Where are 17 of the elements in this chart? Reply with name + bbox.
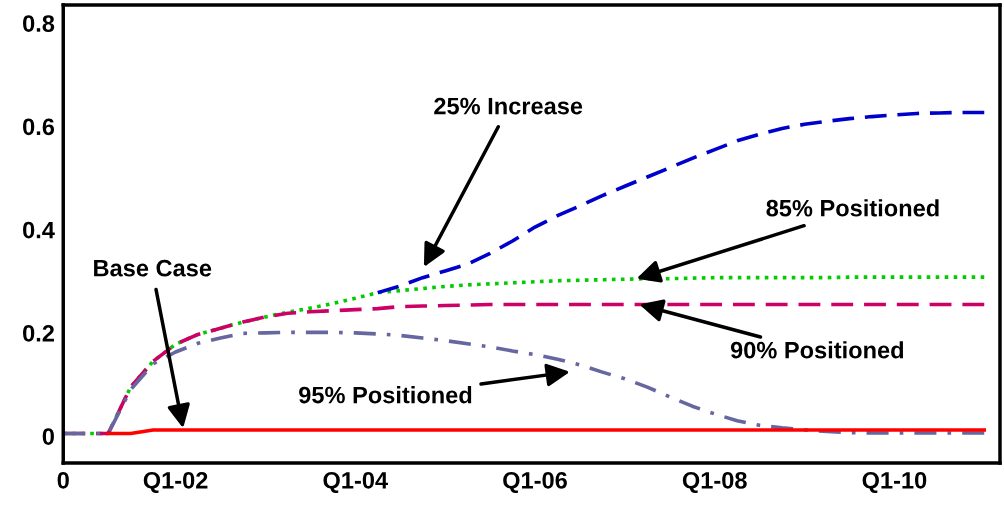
x-tick-label: Q1-08 — [682, 471, 747, 494]
y-tick-label: 0.6 — [23, 118, 55, 136]
annotation: Base Case — [94, 259, 212, 277]
y-tick-label: 0.2 — [23, 324, 54, 342]
annotation: 25% Increase — [434, 97, 583, 115]
annotation: 85% Positioned — [766, 199, 939, 217]
annotation: 95% Positioned — [299, 386, 472, 404]
y-tick-label: 0 — [42, 428, 54, 445]
x-tick-label: 0 — [57, 471, 69, 489]
x-tick-label: Q1-04 — [323, 471, 388, 494]
annotation: 90% Positioned — [730, 341, 904, 359]
y-tick-label: 0.4 — [23, 221, 55, 239]
x-tick-label: Q1-10 — [862, 471, 927, 494]
y-tick-label: 0.8 — [23, 15, 55, 32]
x-tick-label: Q1-06 — [503, 471, 567, 494]
line-series — [63, 330, 987, 436]
x-tick-label: Q1-02 — [143, 471, 208, 494]
